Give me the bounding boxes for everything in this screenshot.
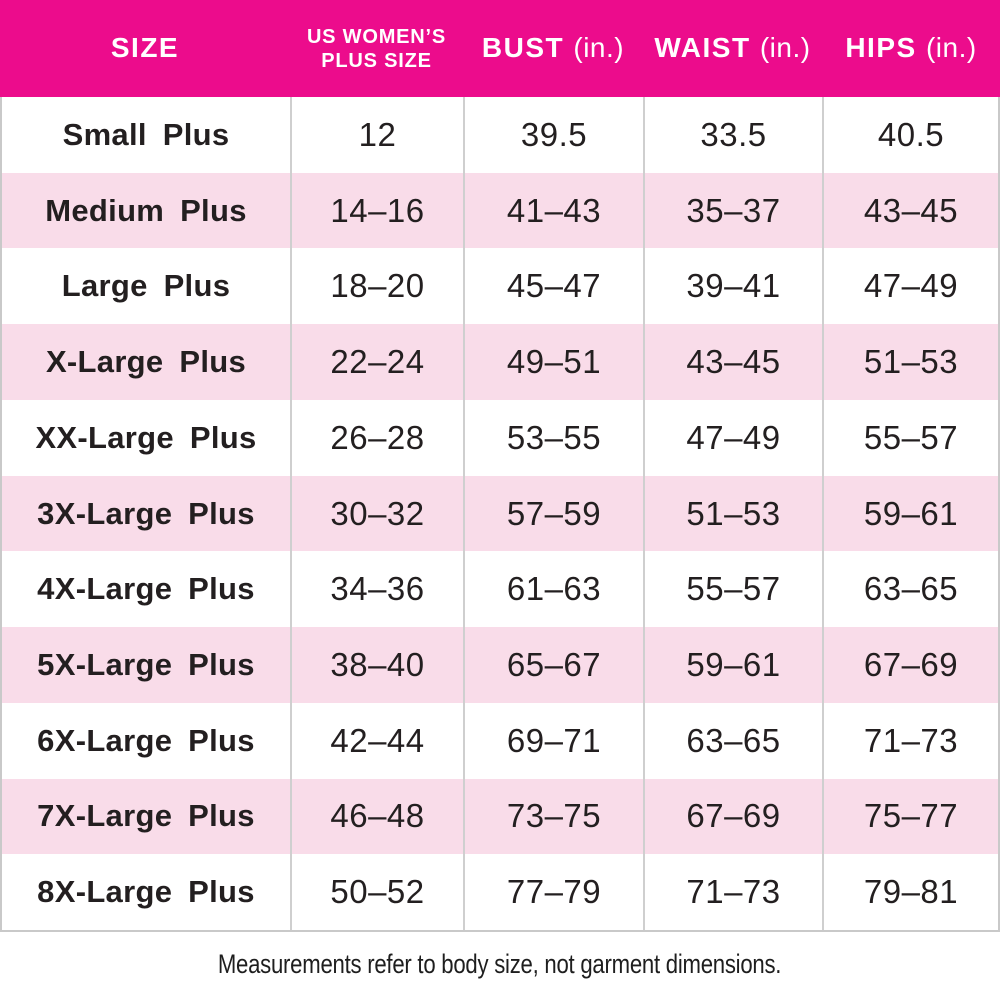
table-header-row: SIZE US WOMEN’S PLUS SIZE BUST (in.) WAI… [0, 0, 1000, 97]
size-cell: 5X-Large Plus [37, 647, 255, 682]
bust-cell: 39.5 [463, 97, 643, 173]
table-row: Large Plus 18–20 45–47 39–41 47–49 [2, 248, 998, 325]
bust-cell: 77–79 [463, 854, 643, 931]
measurement-note: Measurements refer to body size, not gar… [218, 948, 782, 979]
table-row: 3X-Large Plus 30–32 57–59 51–53 59–61 [2, 475, 998, 552]
size-cell: 8X-Large Plus [37, 874, 255, 910]
column-header-waist-unit: (in.) [759, 32, 811, 64]
column-header-us-plus-size: US WOMEN’S PLUS SIZE [290, 25, 463, 73]
waist-cell: 33.5 [643, 97, 822, 173]
us-size-cell: 38–40 [290, 627, 463, 703]
us-size-cell: 18–20 [290, 248, 463, 325]
column-header-hips: HIPS (in.) [822, 32, 1000, 64]
hips-cell: 43–45 [822, 172, 998, 249]
size-cell: XX-Large Plus [35, 419, 257, 455]
size-cell: 6X-Large Plus [37, 722, 255, 758]
waist-cell: 43–45 [643, 324, 822, 400]
table-row: Medium Plus 14–16 41–43 35–37 43–45 [2, 172, 998, 249]
column-header-hips-label: HIPS [845, 32, 917, 64]
size-cell: Large Plus [61, 268, 231, 304]
hips-cell: 51–53 [822, 324, 998, 400]
hips-cell: 79–81 [822, 854, 998, 931]
column-header-bust: BUST (in.) [463, 32, 643, 64]
footer: Measurements refer to body size, not gar… [0, 932, 1000, 1000]
waist-cell: 59–61 [643, 627, 822, 703]
waist-cell: 39–41 [643, 248, 822, 325]
size-cell: 4X-Large Plus [37, 571, 255, 607]
waist-cell: 47–49 [643, 399, 822, 476]
us-size-cell: 34–36 [290, 551, 463, 628]
us-size-cell: 50–52 [290, 854, 463, 931]
waist-cell: 51–53 [643, 475, 822, 552]
bust-cell: 53–55 [463, 399, 643, 476]
table-row: 5X-Large Plus 38–40 65–67 59–61 67–69 [2, 627, 998, 703]
us-size-cell: 12 [290, 97, 463, 173]
bust-cell: 61–63 [463, 551, 643, 628]
table-row: 6X-Large Plus 42–44 69–71 63–65 71–73 [2, 702, 998, 779]
bust-cell: 57–59 [463, 475, 643, 552]
table-row: X-Large Plus 22–24 49–51 43–45 51–53 [2, 324, 998, 400]
table-row: 8X-Large Plus 50–52 77–79 71–73 79–81 [2, 854, 998, 931]
waist-cell: 63–65 [643, 702, 822, 779]
size-cell: 7X-Large Plus [37, 798, 255, 834]
us-size-cell: 22–24 [290, 324, 463, 400]
column-header-us-plus-size-line1: US WOMEN’S [306, 25, 447, 48]
table-row: 7X-Large Plus 46–48 73–75 67–69 75–77 [2, 778, 998, 855]
hips-cell: 63–65 [822, 551, 998, 628]
us-size-cell: 30–32 [290, 475, 463, 552]
hips-cell: 55–57 [822, 399, 998, 476]
column-header-us-plus-size-line2: PLUS SIZE [321, 49, 432, 72]
hips-cell: 40.5 [822, 97, 998, 173]
hips-cell: 47–49 [822, 248, 998, 325]
bust-cell: 65–67 [463, 627, 643, 703]
hips-cell: 71–73 [822, 702, 998, 779]
size-cell: 3X-Large Plus [37, 495, 255, 531]
bust-cell: 73–75 [463, 778, 643, 855]
waist-cell: 55–57 [643, 551, 822, 628]
bust-cell: 45–47 [463, 248, 643, 325]
waist-cell: 35–37 [643, 172, 822, 249]
column-header-size: SIZE [0, 32, 290, 64]
hips-cell: 59–61 [822, 475, 998, 552]
hips-cell: 67–69 [822, 627, 998, 703]
us-size-cell: 46–48 [290, 778, 463, 855]
bust-cell: 69–71 [463, 702, 643, 779]
waist-cell: 67–69 [643, 778, 822, 855]
column-header-bust-unit: (in.) [573, 32, 625, 64]
us-size-cell: 14–16 [290, 172, 463, 249]
table-row: Small Plus 12 39.5 33.5 40.5 [2, 97, 998, 173]
size-cell: X-Large Plus [45, 344, 247, 380]
column-header-bust-label: BUST [481, 32, 565, 64]
bust-cell: 49–51 [463, 324, 643, 400]
column-header-hips-unit: (in.) [925, 32, 977, 64]
table-row: 4X-Large Plus 34–36 61–63 55–57 63–65 [2, 551, 998, 628]
size-cell: Medium Plus [45, 192, 247, 228]
column-header-waist: WAIST (in.) [643, 32, 822, 64]
column-header-size-label: SIZE [110, 32, 180, 64]
us-size-cell: 26–28 [290, 399, 463, 476]
hips-cell: 75–77 [822, 778, 998, 855]
column-header-waist-label: WAIST [654, 32, 751, 64]
table-row: XX-Large Plus 26–28 53–55 47–49 55–57 [2, 399, 998, 476]
us-size-cell: 42–44 [290, 702, 463, 779]
waist-cell: 71–73 [643, 854, 822, 931]
table-body: Small Plus 12 39.5 33.5 40.5 Medium Plus… [0, 97, 1000, 932]
size-cell: Small Plus [62, 116, 230, 152]
bust-cell: 41–43 [463, 172, 643, 249]
